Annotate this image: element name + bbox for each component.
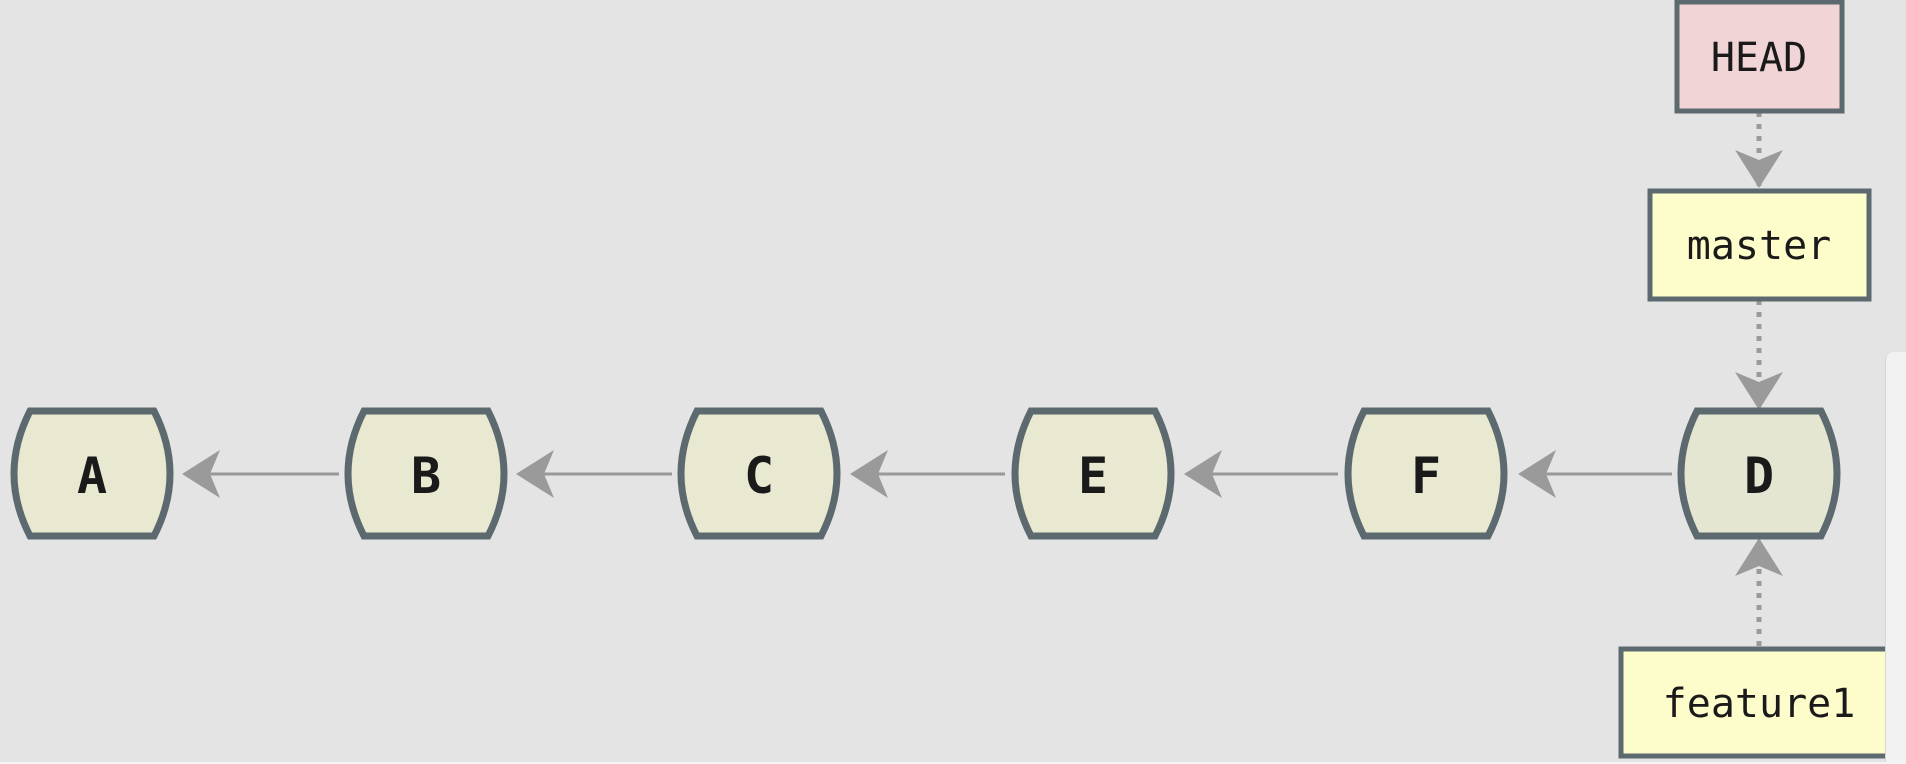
commit-label: D: [1744, 447, 1774, 505]
commit-node-a[interactable]: A: [10, 407, 174, 540]
branch-master-label: master: [1687, 223, 1832, 269]
branch-feature1-label: feature1: [1663, 681, 1856, 727]
commit-label: F: [1411, 447, 1441, 505]
head-ref-label: HEAD: [1711, 35, 1807, 81]
commit-node-e[interactable]: E: [1011, 407, 1175, 540]
branch-master[interactable]: master: [1647, 188, 1872, 302]
commit-node-b[interactable]: B: [344, 407, 508, 540]
commit-label: B: [411, 447, 441, 505]
commit-label: C: [744, 447, 774, 505]
vertical-scrollbar[interactable]: [1885, 352, 1906, 762]
commit-nodes: A B C E F D: [10, 407, 1841, 540]
commit-node-c[interactable]: C: [677, 407, 841, 540]
bottom-edge: [0, 762, 1906, 764]
ref-boxes: HEAD master feature1: [1618, 0, 1900, 759]
commit-label: E: [1078, 447, 1108, 505]
head-ref[interactable]: HEAD: [1674, 0, 1845, 114]
commit-node-f[interactable]: F: [1344, 407, 1508, 540]
branch-feature1[interactable]: feature1: [1618, 646, 1900, 759]
commit-label: A: [77, 447, 107, 505]
commit-node-d[interactable]: D: [1677, 407, 1841, 540]
